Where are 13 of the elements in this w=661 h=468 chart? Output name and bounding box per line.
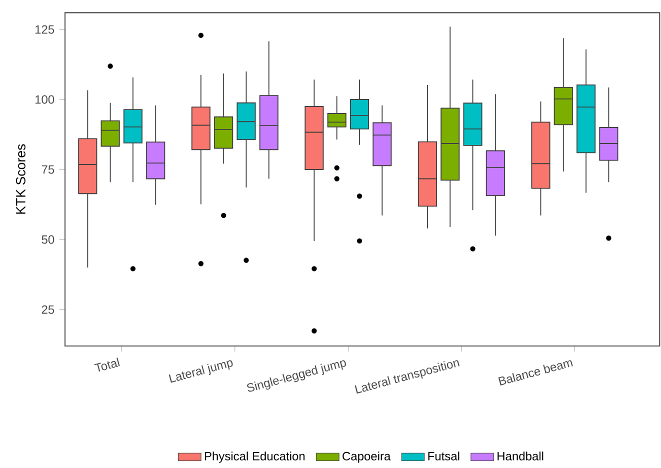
legend-label: Capoeira: [342, 452, 391, 463]
x-tick-label: Balance beam: [498, 360, 573, 386]
x-tick-label: Total: [94, 358, 120, 372]
legend-label: Handball: [498, 452, 544, 461]
y-tick-label: 50: [42, 235, 54, 244]
y-axis-title: KTK Scores: [16, 144, 26, 214]
y-tick-label: 25: [42, 306, 54, 314]
y-tick-label: 100: [35, 95, 54, 104]
y-tick-label: 75: [42, 166, 54, 174]
y-tick-label: 125: [35, 25, 54, 34]
legend-label: Physical Education: [204, 452, 305, 463]
legend-label: Futsal: [428, 452, 460, 461]
x-tick-label: Lateral jump: [168, 360, 233, 383]
